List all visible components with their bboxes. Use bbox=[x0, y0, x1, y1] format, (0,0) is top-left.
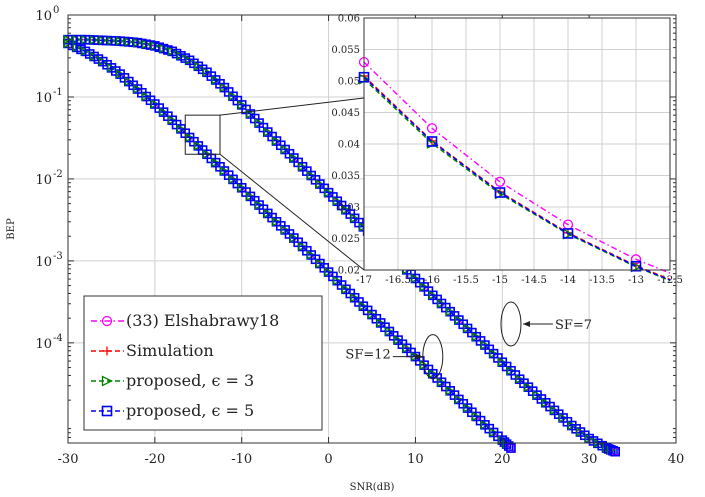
x-tick-label: 10 bbox=[407, 452, 424, 467]
x-tick-label: 40 bbox=[668, 452, 685, 467]
inset-line bbox=[363, 76, 671, 281]
arrow-head bbox=[415, 353, 423, 360]
legend-label: (33) Elshabrawy18 bbox=[126, 311, 279, 330]
square-marker bbox=[562, 228, 574, 239]
main-series bbox=[63, 34, 621, 457]
inset-line bbox=[363, 61, 671, 274]
square-marker bbox=[630, 260, 642, 272]
square-marker bbox=[610, 446, 621, 457]
inset-y-tick-label: 0.045 bbox=[331, 108, 360, 119]
legend-entry-33-elshabrawy18: (33) Elshabrawy18 bbox=[91, 311, 279, 330]
zoom-box bbox=[184, 114, 221, 155]
inset-x-tick-label: -17 bbox=[356, 275, 372, 286]
annotation-ellipse bbox=[500, 301, 522, 347]
square-marker bbox=[101, 405, 113, 417]
circle-marker bbox=[494, 176, 506, 187]
y-tick-label: 10 bbox=[35, 173, 52, 188]
inset-x-tick-label: -13 bbox=[628, 275, 644, 286]
inset-series-proposed-5 bbox=[358, 71, 671, 281]
series-line-proposed-5 bbox=[68, 38, 616, 453]
triangle-marker bbox=[101, 375, 113, 387]
square-marker bbox=[426, 136, 438, 147]
main-plot-frame bbox=[67, 14, 677, 444]
inset-x-tick-label: -14 bbox=[560, 275, 576, 286]
plot-border bbox=[67, 14, 677, 444]
x-tick-label: -30 bbox=[58, 452, 79, 467]
inset-y-tick-label: 0.02 bbox=[338, 266, 360, 277]
inset-y-tick-label: 0.05 bbox=[338, 77, 360, 88]
inset-x-tick-label: -14.5 bbox=[521, 275, 547, 286]
inset-y-tick-label: 0.04 bbox=[338, 140, 360, 151]
y-tick-label: 10 bbox=[35, 337, 52, 352]
zoom-indicator bbox=[184, 97, 365, 271]
inset-x-tick-label: -16 bbox=[424, 275, 440, 286]
square-marker bbox=[494, 187, 506, 198]
inset-y-tick-label: 0.035 bbox=[331, 171, 360, 182]
y-tick-exponent: -2 bbox=[53, 169, 63, 180]
annotations: SF=7 SF=12 bbox=[345, 301, 592, 380]
inset-x-tick-label: -16.5 bbox=[385, 275, 411, 286]
y-tick-exponent: -1 bbox=[53, 87, 63, 98]
y-axis-label: BEP bbox=[6, 218, 17, 240]
curve-sf-12 bbox=[63, 38, 516, 453]
square-marker bbox=[503, 441, 514, 451]
legend-label: Simulation bbox=[126, 341, 214, 360]
legend-entry-proposed-5: proposed, ϵ = 5 bbox=[91, 401, 254, 420]
annotation-sf-7: SF=7 bbox=[500, 301, 592, 347]
zoom-connector bbox=[219, 153, 365, 271]
y-tick-label: 10 bbox=[35, 91, 52, 106]
y-tick-exponent: -4 bbox=[53, 333, 63, 344]
x-tick-label: 30 bbox=[581, 452, 598, 467]
legend-box bbox=[83, 295, 323, 431]
annotation-sf-12: SF=12 bbox=[345, 334, 444, 380]
arrow-head bbox=[522, 320, 530, 327]
square-marker bbox=[506, 443, 516, 453]
plus-marker bbox=[102, 346, 112, 356]
annotation-label: SF=12 bbox=[345, 348, 390, 363]
annotation-label: SF=7 bbox=[555, 318, 592, 333]
zoom-connector bbox=[219, 97, 365, 116]
legend-label: proposed, ϵ = 3 bbox=[126, 371, 254, 390]
curve-sf-7 bbox=[63, 34, 621, 457]
data-points bbox=[63, 34, 621, 457]
y-tick-exponent: 0 bbox=[53, 5, 59, 16]
legend-entry-simulation: Simulation bbox=[91, 341, 214, 360]
circle-marker bbox=[101, 315, 113, 327]
inset-x-tick-label: -15.5 bbox=[453, 275, 479, 286]
inset-y-tick-label: 0.055 bbox=[331, 45, 360, 56]
inset-y-tick-label: 0.03 bbox=[338, 203, 360, 214]
x-tick-label: 20 bbox=[494, 452, 511, 467]
x-axis-label: SNR(dB) bbox=[350, 482, 395, 493]
inset-plot: -17 -16.5 -16 -15.5 -15 -14.5 -14 -13.5 -13 -12.5… bbox=[331, 14, 682, 287]
inset-x-tick-label: -13.5 bbox=[589, 275, 615, 286]
legend: (33) Elshabrawy18 Simulation proposed, ϵ =… bbox=[83, 295, 323, 431]
y-tick-label: 10 bbox=[35, 9, 52, 24]
x-tick-label: -20 bbox=[144, 452, 165, 467]
legend-entry-proposed-3: proposed, ϵ = 3 bbox=[91, 371, 254, 390]
inset-x-tick-label: -15 bbox=[492, 275, 508, 286]
x-tick-label: 0 bbox=[324, 452, 332, 467]
legend-label: proposed, ϵ = 5 bbox=[126, 401, 254, 420]
inset-y-tick-label: 0.025 bbox=[331, 234, 360, 245]
y-tick-label: 10 bbox=[35, 255, 52, 270]
circle-marker bbox=[426, 123, 438, 134]
inset-border bbox=[363, 17, 671, 271]
inset-y-tick-label: 0.06 bbox=[338, 14, 360, 25]
x-tick-label: -10 bbox=[231, 452, 252, 467]
y-tick-exponent: -3 bbox=[53, 251, 63, 262]
